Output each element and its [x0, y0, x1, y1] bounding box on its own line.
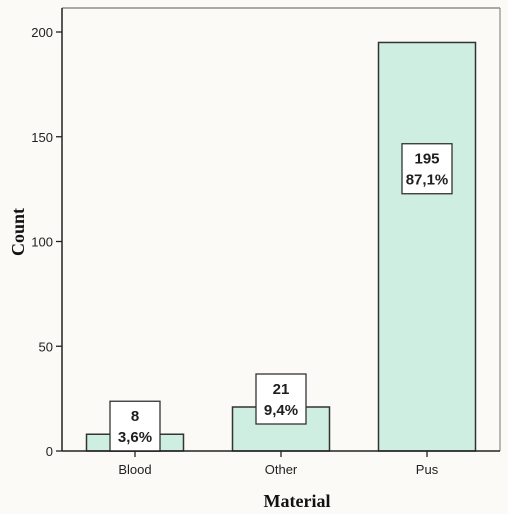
- data-label-count: 8: [131, 408, 139, 425]
- data-label-box: [109, 400, 161, 452]
- data-label-box: [255, 373, 307, 425]
- x-tick-label: Blood: [118, 462, 151, 477]
- data-label-count: 195: [414, 151, 439, 168]
- data-label-percent: 9,4%: [264, 402, 298, 419]
- data-label-box: [401, 143, 453, 195]
- y-tick-label: 0: [46, 444, 53, 459]
- bars: 8 3,6% 21 9,4% 195 87,1%: [85, 41, 477, 452]
- y-axis-title: Count: [8, 208, 28, 256]
- data-label-percent: 87,1%: [406, 172, 449, 189]
- x-tick-label: Other: [265, 462, 298, 477]
- x-axis-ticks: Blood Other Pus: [118, 451, 439, 477]
- y-tick-label: 150: [31, 130, 53, 145]
- bar-pus: [377, 41, 477, 452]
- x-tick-label: Pus: [416, 462, 439, 477]
- y-tick-label: 50: [39, 339, 53, 354]
- data-label-percent: 3,6%: [118, 429, 152, 446]
- x-axis-title: Material: [264, 491, 331, 511]
- y-tick-label: 100: [31, 235, 53, 250]
- y-tick-label: 200: [31, 25, 53, 40]
- data-label-count: 21: [273, 381, 290, 398]
- y-axis-ticks: 0 50 100 150 200: [31, 25, 62, 459]
